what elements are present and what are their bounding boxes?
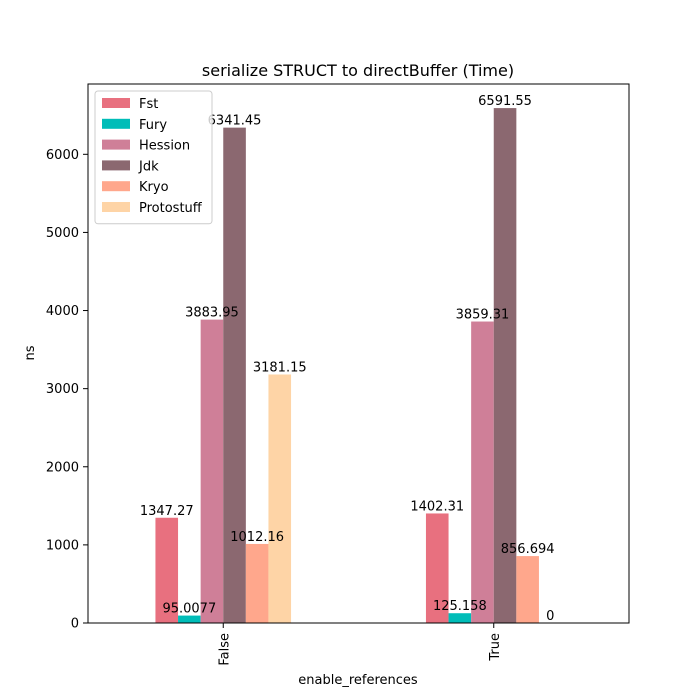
data-label-jdk-true: 6591.55 (478, 94, 532, 109)
x-tick-label-true: True (488, 633, 503, 662)
chart-title: serialize STRUCT to directBuffer (Time) (202, 61, 514, 80)
data-label-hession-true: 3859.31 (456, 308, 510, 323)
bar-kryo-false (245, 543, 269, 623)
y-axis-label: ns (23, 345, 38, 360)
data-label-kryo-true: 856.694 (501, 542, 555, 557)
x-tick-label-false: False (217, 633, 232, 666)
bar-fst-false (155, 517, 179, 623)
data-label-fst-false: 1347.27 (140, 504, 194, 519)
legend-label-fury: Fury (139, 118, 167, 133)
legend-label-fst: Fst (139, 97, 158, 112)
y-tick-label-3000: 3000 (46, 382, 79, 397)
y-axis: 0 1000 2000 3000 4000 5000 6000 (46, 148, 88, 632)
data-label-protostuff-false: 3181.15 (253, 361, 307, 376)
legend-swatch-fst (102, 98, 130, 108)
data-labels-group: 1347.27 95.0077 3883.95 6341.45 1012.16 3181.… (140, 94, 555, 624)
bar-hession-false (200, 319, 224, 623)
bar-fury-true (448, 613, 472, 623)
legend-swatch-fury (102, 118, 130, 129)
data-label-fury-true: 125.158 (433, 599, 487, 614)
data-label-hession-false: 3883.95 (185, 306, 239, 321)
legend-swatch-protostuff (102, 202, 130, 212)
y-tick-label-0: 0 (71, 617, 79, 632)
data-label-fst-true: 1402.31 (410, 499, 464, 514)
data-label-jdk-false: 6341.45 (208, 114, 262, 129)
y-tick-label-2000: 2000 (46, 460, 79, 475)
bar-fst-true (425, 513, 449, 623)
bars-group (155, 108, 539, 624)
bar-fury-false (178, 615, 201, 623)
legend-swatch-hession (102, 139, 130, 150)
legend-label-hession: Hession (139, 139, 190, 154)
legend-swatch-kryo (102, 181, 130, 192)
y-tick-label-4000: 4000 (46, 304, 79, 319)
y-tick-label-5000: 5000 (46, 226, 79, 241)
y-tick-label-6000: 6000 (46, 148, 79, 163)
bar-protostuff-false (268, 374, 292, 623)
bar-kryo-true (516, 556, 539, 623)
data-label-fury-false: 95.0077 (162, 602, 216, 617)
bar-jdk-false (223, 127, 246, 623)
plot-area (87, 83, 630, 624)
x-axis-label: enable_references (298, 673, 418, 688)
bar-hession-true (471, 321, 494, 623)
legend-label-kryo: Kryo (139, 180, 169, 195)
legend-label-protostuff: Protostuff (139, 201, 203, 216)
x-axis: False True (217, 623, 503, 666)
data-label-kryo-false: 1012.16 (230, 530, 284, 545)
legend-label-jdk: Jdk (138, 159, 159, 174)
legend: Fst Fury Hession Jdk Kryo Protostuff (94, 90, 213, 225)
bar-jdk-true (493, 108, 517, 624)
legend-swatch-jdk (102, 160, 130, 171)
data-label-protostuff-true: 0 (546, 609, 554, 624)
y-tick-label-1000: 1000 (46, 538, 79, 553)
